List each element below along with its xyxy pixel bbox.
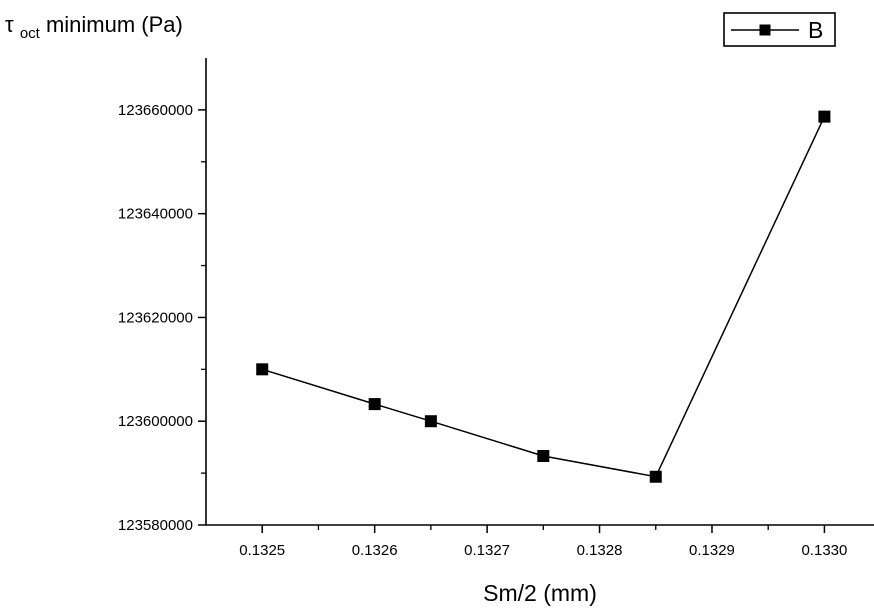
- axes: [205, 58, 874, 526]
- data-point: [818, 110, 831, 123]
- x-tick-label: 0.1327: [464, 542, 510, 559]
- x-axis-title: Sm/2 (mm): [483, 580, 597, 606]
- x-tick-label: 0.1330: [801, 542, 847, 559]
- data-point: [256, 363, 269, 376]
- x-tick-label: 0.1326: [352, 542, 398, 559]
- y-axis-title: τ oct minimum (Pa): [5, 12, 183, 43]
- x-axis-ticks: 0.1325 0.1326 0.1327 0.1328 0.1329 0.1330: [239, 525, 847, 559]
- series-line: [261, 116, 826, 478]
- y-axis-title-symbol: τ: [5, 12, 14, 37]
- y-tick-label: 123620000: [118, 309, 193, 326]
- data-point: [537, 449, 550, 462]
- y-tick-label: 123600000: [118, 413, 193, 430]
- y-tick-label: 123640000: [118, 206, 193, 223]
- x-tick-label: 0.1329: [689, 542, 735, 559]
- legend: B: [723, 12, 836, 47]
- legend-marker: [759, 24, 771, 36]
- data-point: [424, 415, 437, 428]
- y-tick-label: 123660000: [118, 102, 193, 119]
- y-axis-title-subscript: oct: [20, 25, 41, 42]
- x-tick-label: 0.1328: [577, 542, 623, 559]
- data-point: [368, 398, 381, 411]
- y-axis-ticks: 123580000 123600000 123620000 123640000 1236…: [118, 102, 206, 534]
- y-axis-title-text: minimum (Pa): [46, 12, 183, 37]
- y-tick-label: 123580000: [118, 517, 193, 534]
- legend-label: B: [808, 17, 823, 43]
- series-layer: [256, 110, 831, 483]
- x-tick-label: 0.1325: [239, 542, 285, 559]
- data-point: [649, 470, 662, 483]
